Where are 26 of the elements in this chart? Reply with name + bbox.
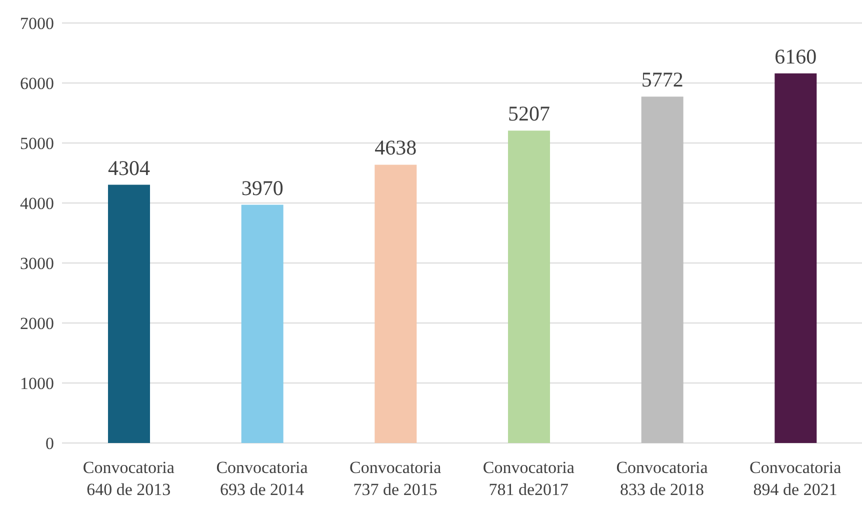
data-label: 4304 — [108, 156, 150, 180]
y-tick-label: 4000 — [20, 194, 54, 214]
y-tick-label: 0 — [46, 434, 54, 454]
x-tick-label: Convocatoria 737 de 2015 — [350, 458, 442, 499]
data-label: 3970 — [241, 176, 284, 200]
bar — [108, 184, 150, 443]
y-tick-label: 5000 — [20, 134, 54, 154]
bar — [374, 164, 417, 443]
data-label: 5772 — [641, 68, 684, 92]
bar — [641, 96, 684, 443]
data-label: 6160 — [774, 44, 817, 68]
bar — [241, 204, 284, 443]
y-tick-label: 7000 — [20, 14, 54, 34]
y-tick-label: 1000 — [20, 374, 54, 394]
data-label: 5207 — [508, 102, 550, 126]
x-tick-label: Convocatoria 693 de 2014 — [216, 458, 308, 499]
x-tick-label: Convocatoria 894 de 2021 — [750, 458, 842, 499]
bar — [508, 130, 550, 443]
x-tick-label: Convocatoria 781 de2017 — [482, 458, 575, 499]
data-label: 4638 — [374, 136, 417, 160]
x-tick-label: Convocatoria 640 de 2013 — [82, 458, 175, 499]
bar — [774, 73, 817, 443]
y-tick-label: 3000 — [20, 254, 54, 274]
y-tick-label: 6000 — [20, 74, 54, 94]
x-tick-label: Convocatoria 833 de 2018 — [616, 458, 708, 499]
y-tick-label: 2000 — [20, 314, 54, 334]
